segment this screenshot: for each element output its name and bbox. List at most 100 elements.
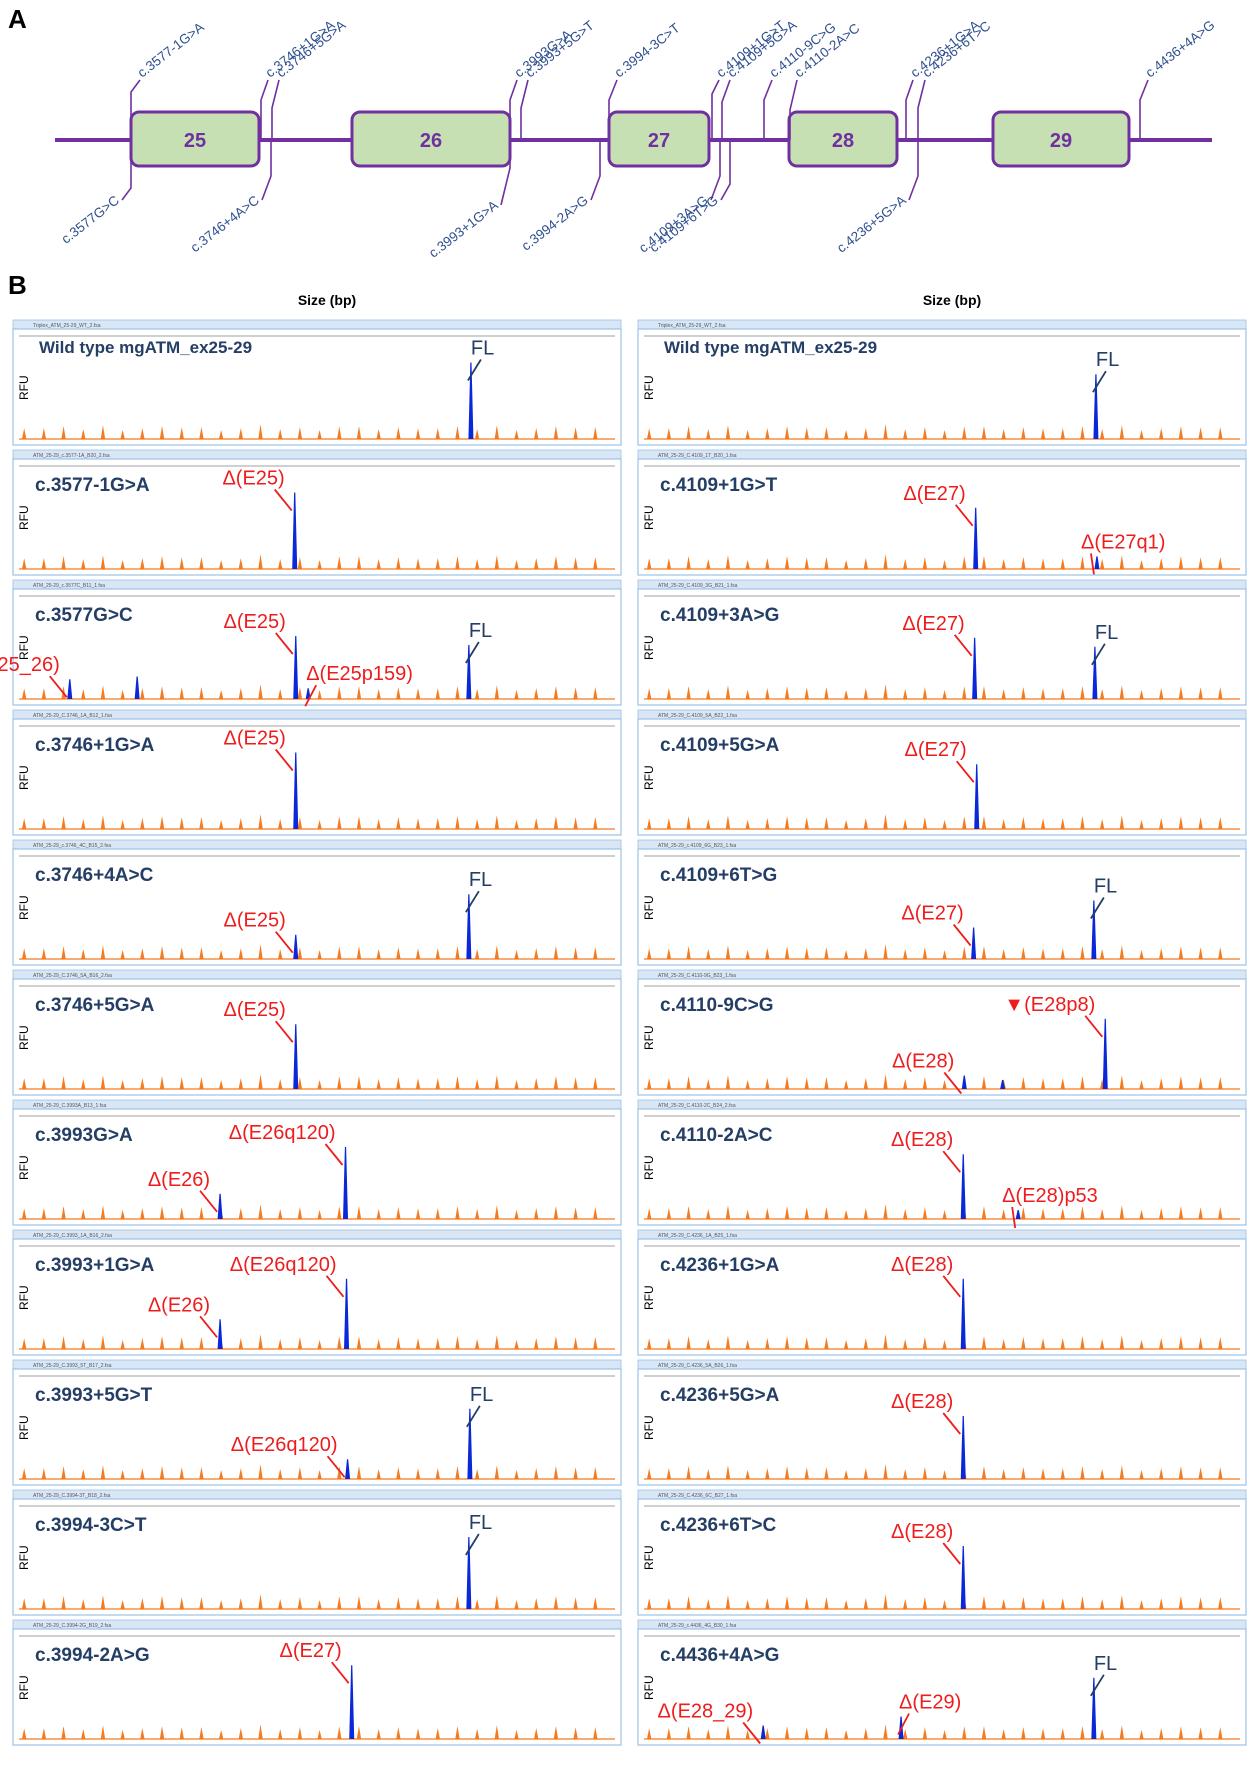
ladder-peak [765,688,770,699]
ladder-peak [81,1209,86,1219]
ladder-peak [981,1726,987,1739]
trace-title: c.4109+6T>G [660,865,777,886]
variant-label: c.4236+6T>C [920,18,994,80]
ladder-peak [120,1210,125,1219]
ladder-peak [494,1725,500,1739]
ladder-peak [415,688,421,699]
ladder-peak [1159,1728,1164,1739]
ladder-peak [725,1465,731,1479]
ladder-peak [534,1078,539,1089]
ladder-peak [686,556,691,569]
ladder-peak [238,1598,244,1609]
ladder-peak [514,1600,519,1609]
ladder-peak [1001,1339,1006,1349]
variant-stem-bottom [720,140,731,201]
trace-file-name: ATM_25-29_c.4436_4G_B30_1.fsa [658,1623,737,1629]
ladder-peak [1218,1727,1223,1739]
ladder-peak [1218,687,1223,699]
ladder-peak [159,816,165,829]
ladder-peak [455,816,460,829]
ladder-peak [883,944,888,959]
ladder-peak [435,1338,440,1349]
ladder-peak [765,1598,770,1609]
variant-stem-bottom [500,140,511,206]
ladder-peak [258,554,263,569]
ladder-peak [883,1334,888,1349]
ladder-peak [981,1206,987,1219]
ladder-peak [1080,1336,1085,1349]
annotation-pointer [325,1275,345,1298]
ladder-peak [218,820,224,829]
ladder-peak [1080,426,1085,439]
ladder-peak [1139,1210,1144,1219]
ladder-peak [843,820,849,829]
ladder-peak [278,689,283,699]
ladder-peak [1040,1728,1046,1739]
ladder-peak [159,556,165,569]
ladder-peak [706,1079,711,1089]
ladder-peak [1198,1467,1203,1479]
ladder-peak [646,1468,652,1479]
ladder-peak [706,819,711,829]
peak-annotation: Δ(E25p159) [306,663,413,685]
ladder-peak [100,425,106,439]
ladder-peak [278,1469,283,1479]
ladder-peak [218,950,224,959]
ladder-peak [297,1207,303,1219]
variant-stem-top [721,79,731,140]
ladder-peak [474,819,480,829]
ladder-peak [81,819,86,829]
ladder-peak [396,1727,401,1739]
ladder-peak [534,558,539,569]
ladder-peak [824,1207,829,1219]
ladder-peak [1198,817,1203,829]
ladder-peak [863,948,869,959]
ladder-peak [317,1210,322,1219]
ladder-peak [824,1467,829,1479]
ladder-peak [1021,427,1026,439]
ladder-peak [238,1208,244,1219]
ladder-peak [686,946,691,959]
annotation-pointer [49,675,68,698]
ladder-peak [646,1338,652,1349]
annotation-pointer [199,1315,218,1338]
ladder-peak [140,1078,145,1089]
annotation-pointer [1011,1206,1017,1229]
ladder-peak [1060,688,1065,699]
ladder-peak [922,687,928,699]
annotation-pointer [742,1721,761,1745]
peak-annotation: Δ(E25) [223,611,285,633]
ladder-peak [179,1207,184,1219]
ladder-peak [455,686,460,699]
trace-file-bar [12,319,622,330]
trace-frame [12,328,622,446]
panel-b-letter: B [8,270,27,300]
ladder-peak [706,949,711,959]
rfu-label: RFU [17,375,31,400]
ladder-peak [1139,1730,1144,1739]
ladder-peak [666,1208,672,1219]
ladder-peak [179,1077,184,1089]
sample-peak [292,492,298,569]
ladder-peak [706,1209,711,1219]
variant-label: c.3994-2A>G [519,193,591,254]
trace-frame [12,718,622,836]
ladder-peak [804,1597,809,1609]
annotation-pointer [199,1190,218,1213]
trace-title: c.4110-9C>G [660,995,774,1016]
peak-annotation: Δ(E25) [223,728,285,750]
ladder-peak [1021,1077,1026,1089]
rfu-label: RFU [642,505,656,530]
trace-panel: ATM_25-29_C.4109_1T_B20_1.fsa RFU c.4109+1… [637,449,1247,576]
trace-title: c.3993+1G>A [35,1255,155,1276]
ladder-peak [1099,819,1105,829]
annotation-pointer [897,1713,910,1735]
sample-peak [466,645,472,699]
ladder-peak [1001,429,1006,439]
ladder-peak [745,1210,750,1219]
ladder-peak [435,1598,440,1609]
ladder-peak [21,1468,27,1479]
ladder-peak [573,1337,578,1349]
ladder-peak [100,1725,106,1739]
ladder-peak [553,1206,559,1219]
